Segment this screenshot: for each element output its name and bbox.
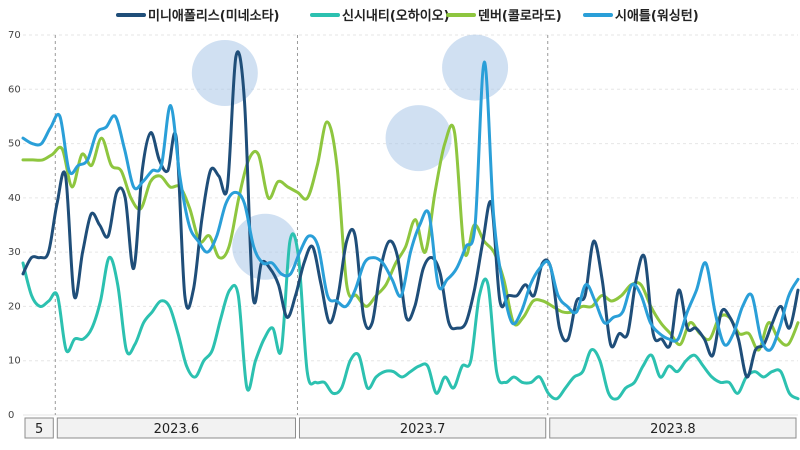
y-tick-label: 50 [8,139,21,150]
y-tick-label: 30 [8,247,21,258]
highlight-circle [191,40,258,106]
y-tick-label: 10 [8,356,21,367]
y-tick-label: 70 [8,30,21,41]
month-band [549,417,797,439]
month-label: 5 [35,422,43,437]
month-bands: 5 2023.6 2023.7 2023.8 [24,417,797,439]
series-lines [21,50,800,401]
highlight-circle [385,105,452,172]
highlights [191,34,509,280]
month-label: 2023.8 [650,422,696,437]
y-tick-label: 20 [8,301,21,312]
legend-label: 덴버(콜로라도) [478,8,562,24]
legend-label: 미니애폴리스(미네소타) [148,8,279,24]
month-label: 2023.6 [154,422,200,437]
y-tick-label: 40 [8,193,21,204]
legend-label: 신시내티(오하이오) [342,8,450,24]
highlight-circle [442,34,509,101]
month-band [24,417,54,439]
month-label: 2023.7 [400,422,446,437]
y-axis: 0 10 20 30 40 50 60 70 [8,30,21,421]
month-band [298,417,547,439]
y-tick-label: 60 [8,84,21,95]
legend: 미니애폴리스(미네소타) 신시내티(오하이오) 덴버(콜로라도) 시애틀(워싱턴) [116,8,699,24]
month-band [56,417,296,439]
legend-label: 시애틀(워싱턴) [615,8,699,24]
series-line-1 [21,232,800,401]
series-line-2 [21,120,800,352]
series-line-3 [21,60,800,352]
series-line-0 [21,50,800,379]
grid [23,34,798,416]
y-tick-label: 0 [8,410,14,421]
